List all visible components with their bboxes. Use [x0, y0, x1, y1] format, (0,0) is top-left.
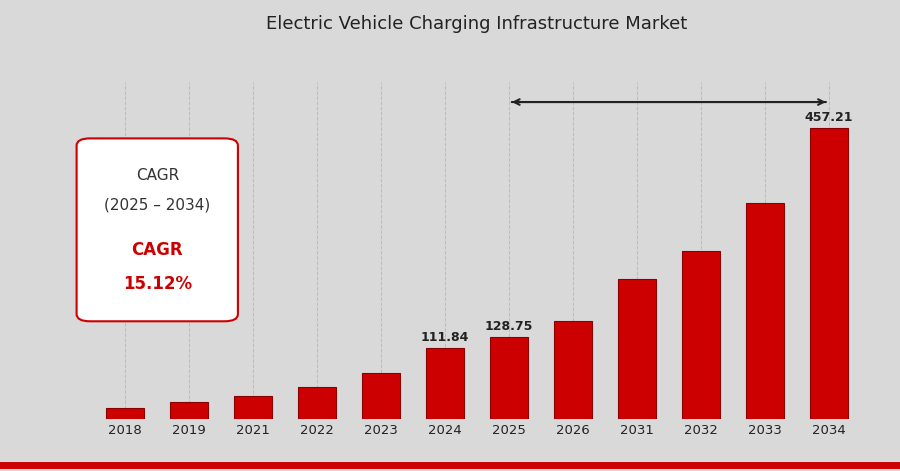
Bar [426, 348, 464, 419]
Bar [106, 408, 145, 419]
Bar [745, 203, 784, 419]
Bar [490, 337, 528, 419]
Text: (2025 – 2034): (2025 – 2034) [104, 197, 211, 212]
Bar [362, 374, 400, 419]
Bar [554, 321, 592, 419]
Text: 128.75: 128.75 [485, 320, 533, 333]
Bar [809, 128, 848, 419]
Text: 15.12%: 15.12% [122, 275, 192, 293]
Text: CAGR: CAGR [136, 168, 179, 183]
Title: Electric Vehicle Charging Infrastructure Market: Electric Vehicle Charging Infrastructure… [266, 15, 688, 33]
Bar [617, 279, 656, 419]
Bar [234, 397, 273, 419]
Bar [681, 251, 720, 419]
Text: 111.84: 111.84 [421, 331, 469, 344]
Bar [170, 402, 209, 419]
Text: 457.21: 457.21 [805, 111, 853, 124]
Text: CAGR: CAGR [131, 241, 183, 259]
Bar [298, 388, 337, 419]
